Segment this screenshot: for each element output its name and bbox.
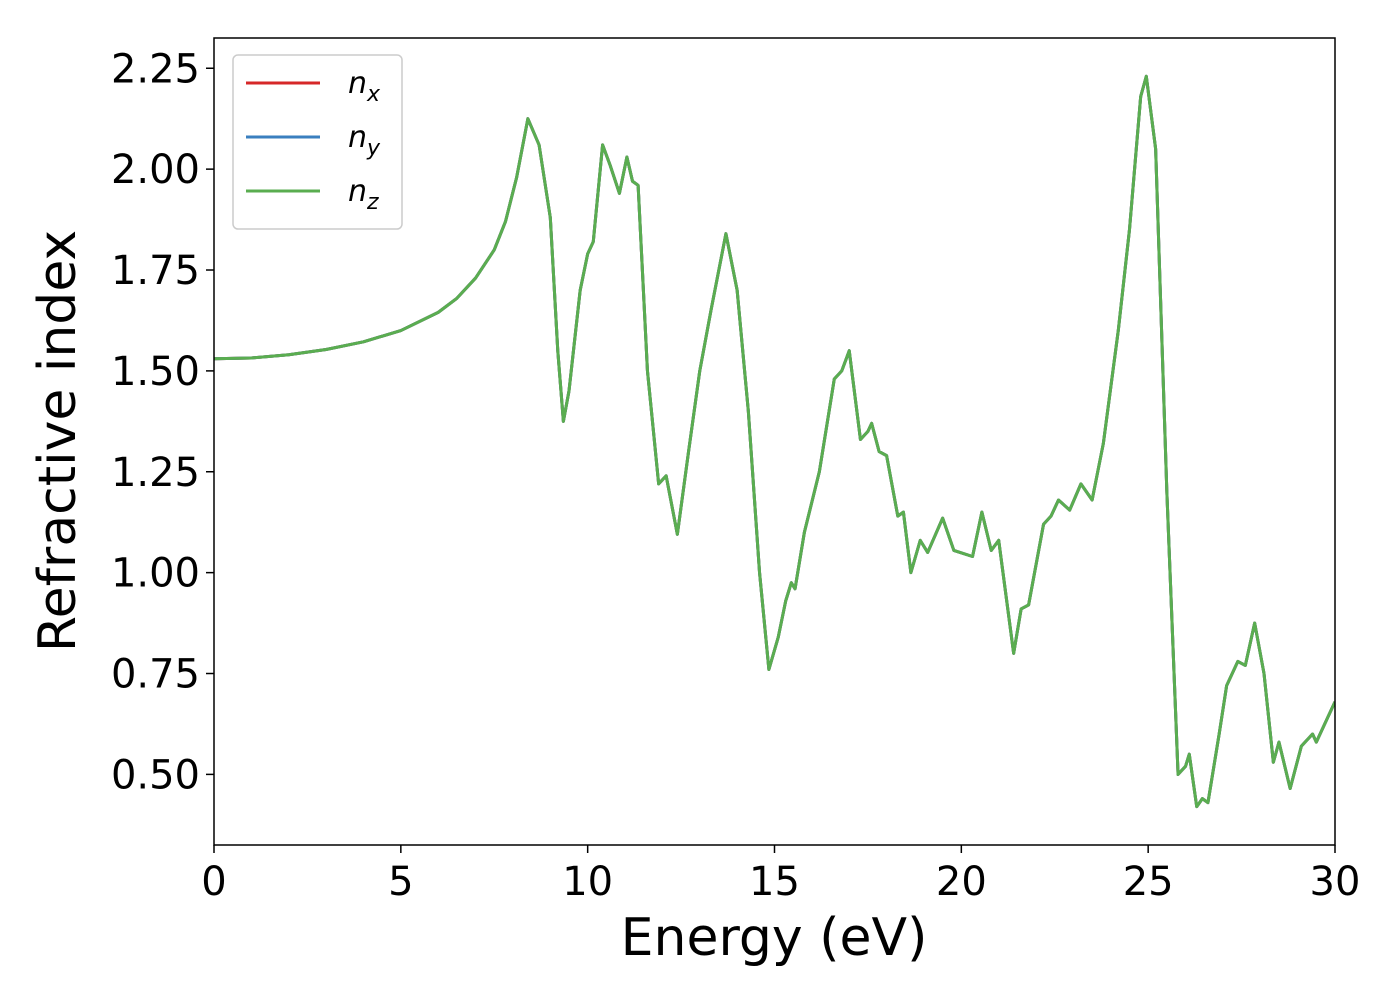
legend-label: nz xyxy=(348,174,379,215)
x-tick-label: 15 xyxy=(749,859,800,905)
y-tick-label: 0.50 xyxy=(111,752,200,798)
x-axis-label: Energy (eV) xyxy=(621,908,928,968)
legend-label: nx xyxy=(348,66,381,107)
y-tick-label: 1.50 xyxy=(111,349,200,395)
y-tick-label: 1.75 xyxy=(111,248,200,294)
y-tick-label: 2.00 xyxy=(111,147,200,193)
x-tick-label: 5 xyxy=(388,859,413,905)
series-line xyxy=(214,74,1335,809)
y-tick-label: 1.00 xyxy=(111,551,200,597)
axes-frame xyxy=(213,37,1336,846)
y-tick-label: 2.25 xyxy=(111,46,200,92)
x-tick-label: 25 xyxy=(1123,859,1174,905)
x-tick-label: 0 xyxy=(201,859,226,905)
y-tick-label: 1.25 xyxy=(111,450,200,496)
legend-label: ny xyxy=(348,120,381,161)
x-tick-label: 10 xyxy=(562,859,613,905)
x-tick-label: 30 xyxy=(1310,859,1361,905)
legend-box xyxy=(232,54,403,230)
y-tick-label: 0.75 xyxy=(111,652,200,698)
y-axis-label: Refractive index xyxy=(28,230,88,652)
x-tick-label: 20 xyxy=(936,859,987,905)
plot xyxy=(214,74,1335,809)
